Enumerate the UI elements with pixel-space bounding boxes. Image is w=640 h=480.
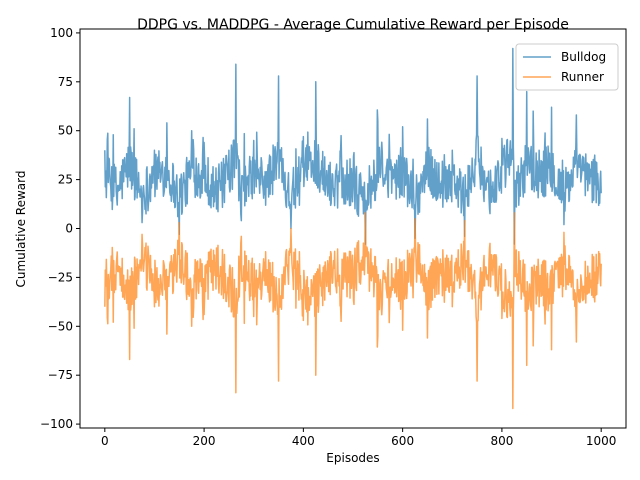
y-tick-label: −50 — [48, 319, 73, 333]
y-tick-label: 100 — [50, 26, 73, 40]
y-tick-label: −75 — [48, 368, 73, 382]
legend: Bulldog Runner — [515, 43, 619, 91]
x-tick-label: 200 — [193, 434, 216, 448]
series-line-bulldog — [104, 47, 602, 245]
y-tick-label: −25 — [48, 270, 73, 284]
x-tick-label: 800 — [490, 434, 513, 448]
series-line-runner — [104, 212, 602, 410]
y-axis-label: Cumulative Reward — [14, 171, 28, 288]
x-axis: 0 200 400 600 800 1000 — [101, 428, 616, 448]
plot-area — [104, 47, 602, 410]
legend-box — [515, 43, 619, 91]
chart-title: DDPG vs. MADDPG - Average Cumulative Rew… — [137, 17, 569, 33]
y-tick-label: 0 — [65, 222, 73, 236]
y-axis: −100 −75 −50 −25 0 25 50 75 100 — [40, 26, 80, 431]
y-tick-label: 50 — [58, 124, 73, 138]
x-tick-label: 1000 — [586, 434, 617, 448]
x-axis-label: Episodes — [326, 451, 379, 465]
legend-label-bulldog: Bulldog — [561, 50, 606, 64]
x-tick-label: 0 — [101, 434, 109, 448]
y-tick-label: −100 — [40, 417, 73, 431]
y-tick-label: 75 — [58, 75, 73, 89]
legend-label-runner: Runner — [561, 70, 604, 84]
y-tick-label: 25 — [58, 173, 73, 187]
x-tick-label: 600 — [391, 434, 414, 448]
x-tick-label: 400 — [292, 434, 315, 448]
